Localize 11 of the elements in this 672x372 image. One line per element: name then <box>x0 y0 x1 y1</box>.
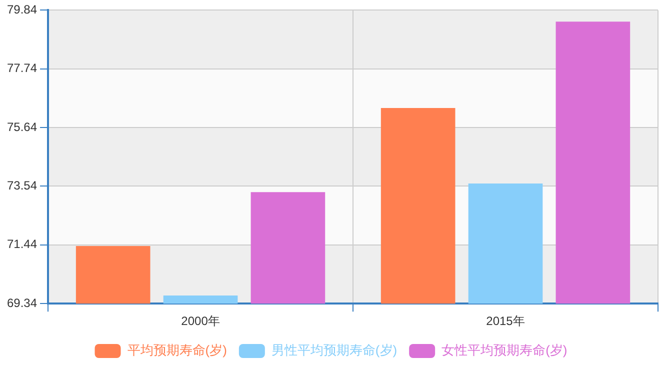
legend-label: 女性平均预期寿命(岁) <box>442 342 568 358</box>
y-tick-label: 79.84 <box>7 2 38 17</box>
y-tick-label: 77.74 <box>7 61 38 76</box>
y-tick-label: 71.44 <box>7 237 38 252</box>
legend-label: 平均预期寿命(岁) <box>127 342 227 358</box>
y-tick-label: 69.34 <box>7 296 38 310</box>
x-tick-label: 2015年 <box>486 314 525 328</box>
x-tick-label: 2000年 <box>181 314 220 328</box>
y-tick-label: 73.54 <box>7 178 38 193</box>
y-tick-label: 75.64 <box>7 120 38 134</box>
legend-label: 男性平均预期寿命(岁) <box>271 342 398 358</box>
